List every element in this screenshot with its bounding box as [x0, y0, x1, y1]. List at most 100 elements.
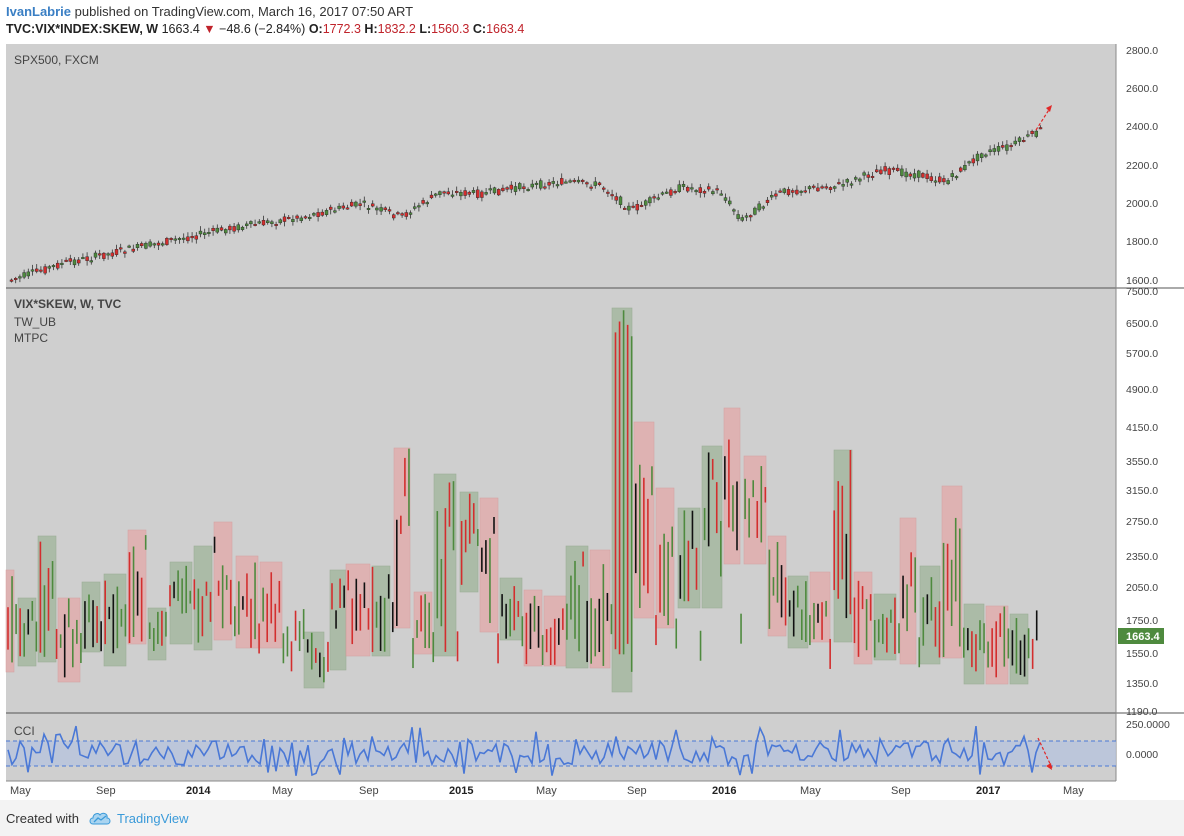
skew-range-box	[37, 535, 57, 663]
time-axis[interactable]: May Sep 2014 May Sep 2015 May Sep 2016 M…	[10, 785, 1084, 797]
close-value: 1663.4	[486, 22, 525, 36]
spx-candle-body	[639, 204, 644, 207]
skew-range-box	[809, 571, 831, 643]
skew-range-box	[565, 545, 589, 669]
author-link[interactable]: IvanLabrie	[6, 4, 72, 19]
axis-tick: 5700.0	[1126, 348, 1158, 360]
spx-candle-body	[459, 192, 463, 197]
time-tick: 2015	[449, 785, 473, 797]
skew-bars	[7, 310, 1038, 683]
axis-tick: 1800.0	[1126, 236, 1158, 248]
chart-svg[interactable]: SPX500, FXCM VIX*SKEW, W, TVC TW_UB MTPC…	[0, 42, 1184, 800]
spx-candle-body	[400, 213, 404, 216]
spx-candle-body	[942, 178, 946, 183]
spx-candle-body	[127, 245, 131, 248]
spx-candle-body	[782, 188, 786, 193]
spx-candle-body	[165, 238, 169, 245]
spx-candle-body	[1038, 127, 1043, 130]
last-price-badge: 1663.4	[1118, 628, 1164, 644]
time-tick: May	[536, 785, 557, 797]
spx-candle-body	[278, 219, 282, 224]
tradingview-cloud-icon[interactable]	[88, 810, 112, 826]
spx-candle-body	[954, 176, 959, 179]
spx-candle-body	[1034, 130, 1039, 137]
spx-candle-body	[509, 184, 513, 190]
spx-candle-body	[324, 210, 329, 215]
spx-candle-body	[106, 253, 110, 256]
skew-pane-label: VIX*SKEW, W, TVC	[14, 297, 122, 311]
spx-candle-body	[938, 176, 942, 183]
skew-range-box	[873, 593, 897, 661]
skew-range-box	[345, 563, 371, 657]
spx-candle-body	[392, 214, 396, 219]
spx-candle-body	[547, 182, 551, 186]
time-tick: May	[800, 785, 821, 797]
spx-candle-body	[232, 226, 236, 232]
spx-price-axis[interactable]: 2800.0 2600.0 2400.0 2200.0 2000.0 1800.…	[1126, 45, 1158, 287]
spx-candle-body	[223, 229, 228, 234]
cci-axis[interactable]: 250.0000 0.0000	[1126, 719, 1170, 761]
spx-candle-body	[870, 175, 875, 178]
spx-candle-body	[858, 178, 862, 182]
spx-candle-body	[618, 196, 623, 205]
spx-candle-body	[690, 187, 694, 190]
spx-candle-body	[291, 219, 295, 222]
spx-pane[interactable]	[6, 44, 1116, 288]
time-tick: Sep	[627, 785, 647, 797]
spx-candle-body	[744, 215, 749, 218]
spx-candle-body	[677, 184, 681, 192]
spx-candle-body	[778, 190, 782, 193]
spx-candle-body	[287, 217, 291, 219]
spx-candle-body	[387, 209, 392, 212]
symbol-name[interactable]: TVC:VIX*INDEX:SKEW, W	[6, 22, 159, 36]
spx-candle-body	[169, 238, 173, 240]
spx-candle-body	[123, 251, 127, 254]
spx-candle-body	[740, 217, 744, 221]
spx-candle-body	[950, 173, 954, 177]
spx-candle-body	[568, 180, 572, 183]
spx-candle-body	[72, 259, 77, 266]
axis-tick: 1600.0	[1126, 275, 1158, 287]
chart-area[interactable]: SPX500, FXCM VIX*SKEW, W, TVC TW_UB MTPC…	[0, 42, 1184, 800]
skew-price-axis[interactable]: 7500.0 6500.0 5700.0 4900.0 4150.0 3550.…	[1126, 286, 1158, 718]
spx-candle-body	[933, 180, 938, 183]
axis-tick: 2750.0	[1126, 516, 1158, 528]
spx-candle-body	[215, 227, 220, 233]
spx-candle-body	[404, 212, 408, 217]
spx-candle-body	[1013, 140, 1017, 145]
spx-candle-body	[362, 200, 366, 203]
spx-candle-body	[749, 215, 753, 218]
axis-tick: 4900.0	[1126, 384, 1158, 396]
spx-candle-body	[597, 182, 602, 185]
spx-candle-body	[849, 183, 854, 186]
spx-candle-body	[602, 187, 606, 190]
spx-candle-body	[854, 177, 858, 180]
tradingview-link[interactable]: TradingView	[117, 811, 189, 826]
axis-tick: 0.0000	[1126, 749, 1158, 761]
spx-candle-body	[329, 206, 333, 210]
open-label: O:	[308, 22, 323, 36]
spx-candle-body	[160, 243, 165, 246]
low-label: L:	[419, 22, 432, 36]
spx-candle-body	[13, 278, 18, 280]
spx-candle-body	[967, 161, 971, 164]
spx-candle-body	[786, 189, 791, 196]
skew-range-box	[413, 591, 433, 655]
spx-candle-body	[593, 181, 597, 186]
spx-candle-body	[816, 187, 820, 192]
skew-range-box	[81, 581, 101, 653]
spx-candle-body	[455, 190, 459, 193]
spx-candle-body	[631, 205, 635, 208]
skew-range-box	[853, 571, 873, 665]
spx-candle-body	[484, 192, 488, 195]
spx-candles	[9, 125, 1043, 284]
spx-candle-body	[1030, 130, 1034, 134]
time-tick: May	[272, 785, 293, 797]
close-label: C:	[472, 22, 487, 36]
spx-candle-body	[1005, 144, 1009, 151]
spx-candle-body	[375, 207, 379, 211]
spx-candle-body	[270, 221, 274, 224]
spx-candle-body	[723, 197, 728, 201]
spx-candle-body	[774, 193, 778, 197]
spx-candle-body	[875, 169, 879, 173]
